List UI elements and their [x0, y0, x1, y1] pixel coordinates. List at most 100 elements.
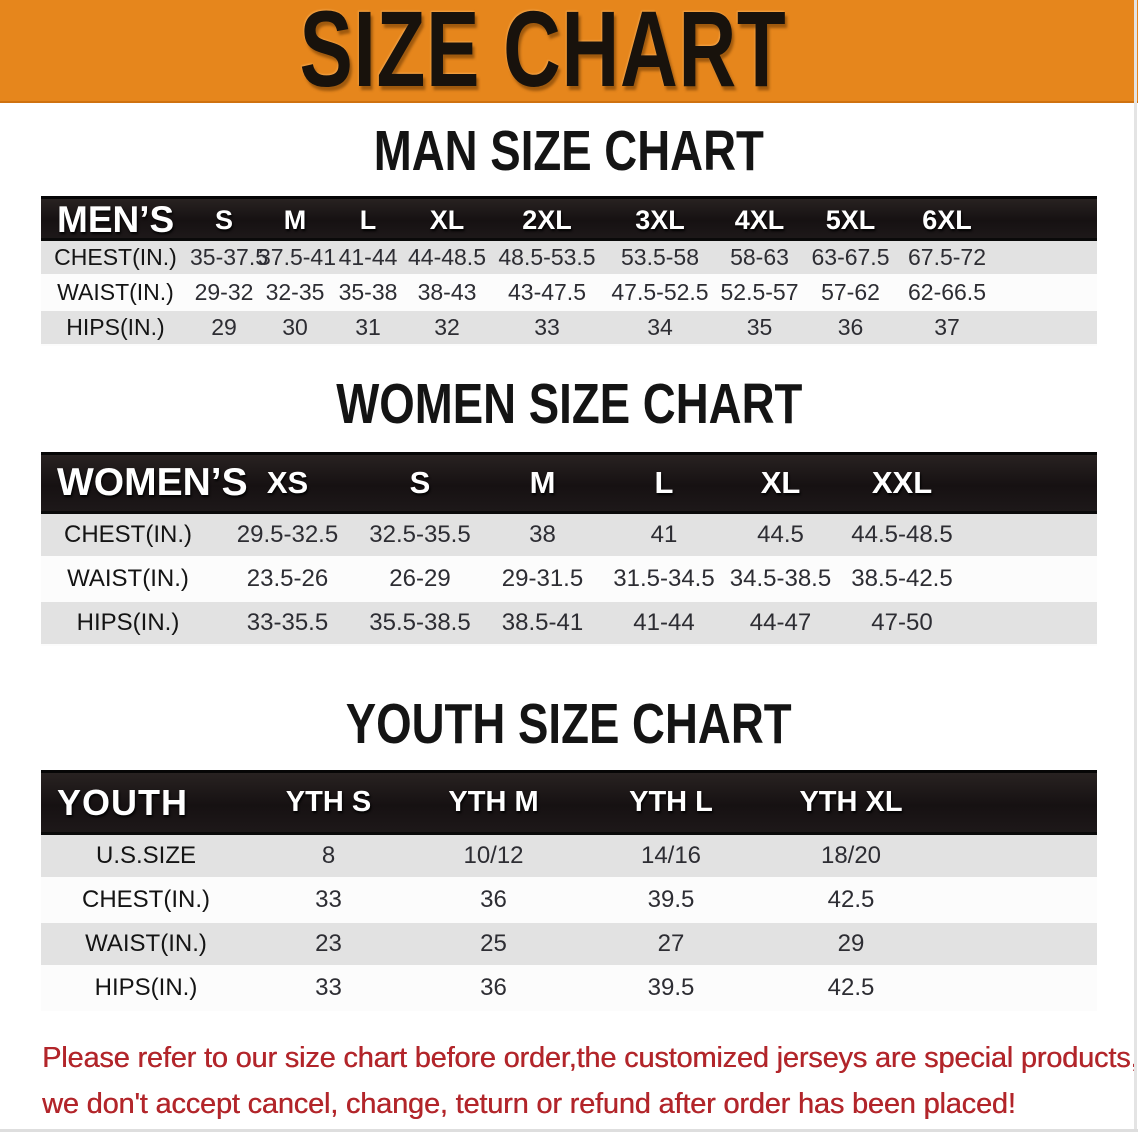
size-value: 58-63 — [730, 244, 789, 270]
size-value: 32-35 — [265, 279, 325, 305]
size-value: 32 — [434, 314, 460, 340]
table-corner-label: WOMEN’S — [57, 461, 248, 504]
table-corner-label: MEN’S — [57, 199, 175, 240]
size-value: 53.5-58 — [620, 244, 699, 270]
youth-size-chart-section: YOUTH SIZE CHART YOUTH YTH S YTH M YTH L YTH… — [0, 692, 1138, 1011]
men-section-heading: MAN SIZE CHART — [0, 119, 1138, 183]
row-label: WAIST(IN.) — [85, 930, 207, 957]
column-header: 3XL — [635, 204, 685, 235]
women-table-header-row: WOMEN’S XS S M L XL XXL — [41, 452, 1097, 514]
women-section-heading: WOMEN SIZE CHART — [0, 372, 1138, 436]
men-table-header-row: MEN’S S M L XL 2XL 3XL 4XL 5XL 6XL — [41, 196, 1097, 241]
size-value: 27 — [657, 930, 685, 957]
row-label: WAIST(IN.) — [67, 565, 189, 592]
disclaimer: Please refer to our size chart before or… — [42, 1035, 1138, 1127]
size-value: 10/12 — [463, 842, 524, 869]
women-size-table: WOMEN’S XS S M L XL XXL CHEST(IN.) 29.5-32.5 32.5… — [41, 452, 1097, 646]
youth-table-header-row: YOUTH YTH S YTH M YTH L YTH XL — [41, 770, 1097, 835]
size-value: 44.5 — [757, 521, 804, 548]
size-value: 57-62 — [821, 279, 880, 305]
size-value: 29-31.5 — [501, 565, 584, 592]
size-value: 38.5-42.5 — [851, 565, 953, 592]
size-value: 35-37.5 — [190, 244, 269, 270]
column-header: 6XL — [922, 204, 972, 235]
size-value: 42.5 — [827, 886, 875, 913]
column-header: XL — [760, 465, 801, 500]
size-value: 47.5-52.5 — [611, 279, 709, 305]
size-value: 44-47 — [749, 609, 812, 636]
size-value: 44.5-48.5 — [851, 521, 953, 548]
size-value: 31 — [355, 314, 381, 340]
table-row: U.S.SIZE 8 10/12 14/16 18/20 — [41, 835, 1097, 879]
column-header: XL — [429, 204, 465, 235]
disclaimer-line-2: we don't accept cancel, change, teturn o… — [42, 1088, 1016, 1120]
size-value: 35.5-38.5 — [369, 609, 471, 636]
youth-size-table: YOUTH YTH S YTH M YTH L YTH XL U.S.SIZE 8 10/12… — [41, 770, 1097, 1011]
size-value: 26-29 — [389, 565, 451, 592]
size-value: 48.5-53.5 — [498, 244, 596, 270]
size-value: 62-66.5 — [907, 279, 986, 305]
size-value: 25 — [480, 930, 507, 957]
column-header: 5XL — [825, 204, 876, 235]
table-row: HIPS(IN.) 29 30 31 32 33 34 35 36 37 — [41, 311, 1097, 346]
size-chart-content: MAN SIZE CHART MEN’S S M L XL 2XL 3XL 4XL 5XL 6XL… — [0, 119, 1138, 1011]
table-row: HIPS(IN.) 33 36 39.5 42.5 — [41, 967, 1097, 1011]
size-value: 36 — [837, 314, 864, 340]
table-row: WAIST(IN.) 23.5-26 26-29 29-31.5 31.5-34.5 34… — [41, 558, 1097, 602]
bottom-edge-artifact — [0, 1129, 1138, 1132]
women-section-heading-text: WOMEN SIZE CHART — [335, 372, 803, 436]
youth-section-heading-text: YOUTH SIZE CHART — [346, 692, 792, 756]
size-value: 44-48.5 — [407, 244, 486, 270]
size-value: 47-50 — [871, 609, 933, 636]
size-value: 29.5-32.5 — [236, 521, 339, 548]
column-header: M — [283, 204, 307, 235]
size-value: 29-32 — [194, 279, 254, 305]
column-header: 4XL — [734, 204, 785, 235]
table-row: CHEST(IN.) 33 36 39.5 42.5 — [41, 879, 1097, 923]
column-header: S — [214, 204, 233, 235]
size-value: 43-47.5 — [507, 279, 586, 305]
size-value: 29 — [837, 930, 865, 957]
size-value: 37 — [934, 314, 960, 340]
disclaimer-line-1: Please refer to our size chart before or… — [42, 1042, 1138, 1074]
size-value: 33 — [315, 886, 342, 913]
row-label: CHEST(IN.) — [82, 886, 210, 913]
men-size-table: MEN’S S M L XL 2XL 3XL 4XL 5XL 6XL CHEST(IN.) 35-37… — [41, 196, 1097, 346]
banner-title: SIZE CHART — [299, 0, 787, 109]
size-value: 35-38 — [338, 279, 398, 305]
men-section-heading-text: MAN SIZE CHART — [373, 119, 765, 183]
column-header: 2XL — [522, 204, 572, 235]
column-header: M — [529, 465, 556, 500]
size-value: 41 — [650, 521, 678, 548]
size-value: 36 — [480, 886, 507, 913]
size-value: 33 — [534, 314, 560, 340]
size-value: 33-35.5 — [246, 609, 329, 636]
size-value: 39.5 — [647, 886, 695, 913]
table-row: CHEST(IN.) 35-37.5 37.5-41 41-44 44-48.5 48.5… — [41, 241, 1097, 276]
column-header: XXL — [871, 465, 933, 500]
size-value: 32.5-35.5 — [369, 521, 471, 548]
size-chart-banner: SIZE CHART — [0, 0, 1138, 103]
row-label: CHEST(IN.) — [64, 521, 192, 548]
size-value: 34.5-38.5 — [729, 565, 832, 592]
size-value: 33 — [315, 974, 342, 1001]
size-value: 35 — [746, 314, 773, 340]
size-value: 34 — [647, 314, 673, 340]
size-value: 23 — [315, 930, 342, 957]
size-value: 67.5-72 — [907, 244, 986, 270]
row-label: WAIST(IN.) — [57, 279, 174, 305]
size-value: 52.5-57 — [720, 279, 799, 305]
youth-section-heading: YOUTH SIZE CHART — [0, 692, 1138, 756]
size-value: 41-44 — [633, 609, 695, 636]
column-header: XS — [266, 465, 309, 500]
size-value: 63-67.5 — [811, 244, 890, 270]
size-value: 41-44 — [338, 244, 398, 270]
row-label: HIPS(IN.) — [94, 974, 198, 1001]
right-edge-artifact — [1134, 0, 1137, 1132]
size-value: 36 — [480, 974, 507, 1001]
column-header: L — [654, 465, 674, 500]
size-value: 29 — [211, 314, 237, 340]
table-row: CHEST(IN.) 29.5-32.5 32.5-35.5 38 41 44.5 44.5… — [41, 514, 1097, 558]
size-value: 38 — [529, 521, 556, 548]
